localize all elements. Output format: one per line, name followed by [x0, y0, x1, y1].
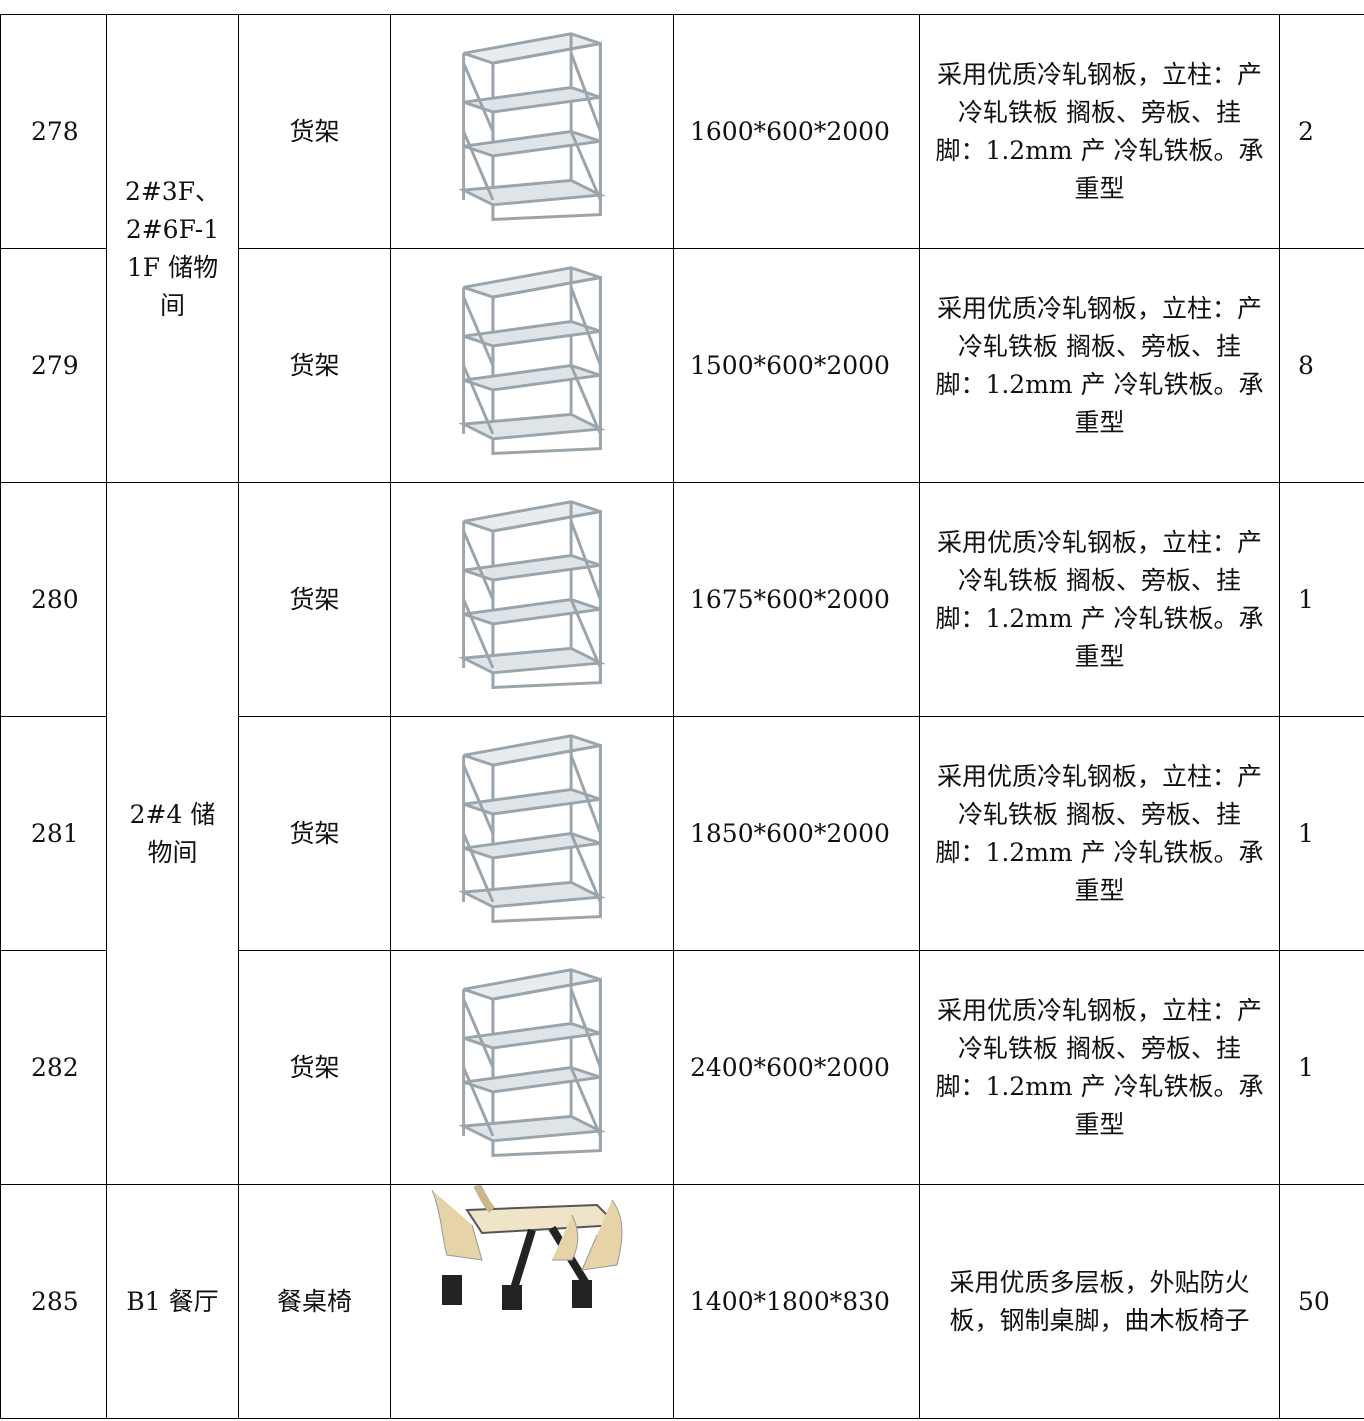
product-picture: [412, 1185, 652, 1315]
item-number: 282: [0, 950, 107, 1185]
item-quantity: 1: [1279, 950, 1364, 1185]
item-description: 采用优质冷轧钢板，立柱：产冷轧铁板 搁板、旁板、挂脚：1.2mm 产 冷轧铁板。…: [919, 482, 1280, 717]
item-name: 货架: [238, 716, 391, 951]
item-quantity: 2: [1279, 14, 1364, 249]
item-number: 280: [0, 482, 107, 717]
item-quantity: 1: [1279, 482, 1364, 717]
picture-shape: [432, 1185, 622, 1310]
item-quantity: 8: [1279, 248, 1364, 483]
item-description: 采用优质多层板，外贴防火板，钢制桌脚，曲木板椅子: [919, 1184, 1280, 1419]
item-quantity: 1: [1279, 716, 1364, 951]
item-image: [390, 716, 674, 951]
item-image: [390, 950, 674, 1185]
picture-shape: [462, 734, 602, 923]
product-picture: [462, 500, 602, 689]
location: 2#4 储物间: [106, 482, 239, 1185]
item-name: 餐桌椅: [238, 1184, 391, 1419]
product-picture: [462, 734, 602, 923]
item-quantity: 50: [1279, 1184, 1364, 1419]
table-row: 285 B1 餐厅 餐桌椅 1400*1800*830 采用优质多层板，外贴防火板，钢制…: [0, 1184, 1364, 1419]
table-row: 281 货架 1850*600*2000 采用优质冷轧钢板，立柱：产冷轧铁板 搁板、旁…: [0, 716, 1364, 951]
item-size: 1675*600*2000: [673, 482, 920, 717]
item-size: 1600*600*2000: [673, 14, 920, 249]
item-description: 采用优质冷轧钢板，立柱：产冷轧铁板 搁板、旁板、挂脚：1.2mm 产 冷轧铁板。…: [919, 248, 1280, 483]
item-image: [390, 482, 674, 717]
item-size: 1500*600*2000: [673, 248, 920, 483]
table-row: 278 2#3F、2#6F-11F 储物间 货架 1600*600*2000 采用优质冷…: [0, 14, 1364, 483]
table-body: 278 2#3F、2#6F-11F 储物间 货架 1600*600*2000 采用优质冷…: [0, 14, 1364, 1419]
table-row: 282 货架 2400*600*2000 采用优质冷轧钢板，立柱：产冷轧铁板 搁板、旁…: [0, 950, 1364, 1185]
picture-shape: [462, 266, 602, 455]
picture-shape: [462, 500, 602, 689]
item-name: 货架: [238, 482, 391, 717]
item-description: 采用优质冷轧钢板，立柱：产冷轧铁板 搁板、旁板、挂脚：1.2mm 产 冷轧铁板。…: [919, 14, 1280, 249]
table-row: 280 2#4 储物间 货架 1675*600*2000 采用优质冷轧钢板，立柱：产冷轧…: [0, 482, 1364, 1185]
item-name: 货架: [238, 14, 391, 249]
product-picture: [462, 968, 602, 1157]
picture-shape: [462, 32, 602, 221]
location: B1 餐厅: [106, 1184, 239, 1419]
location: 2#3F、2#6F-11F 储物间: [106, 14, 239, 483]
picture-shape: [462, 968, 602, 1157]
product-picture: [462, 32, 602, 221]
item-image: [390, 248, 674, 483]
item-description: 采用优质冷轧钢板，立柱：产冷轧铁板 搁板、旁板、挂脚：1.2mm 产 冷轧铁板。…: [919, 950, 1280, 1185]
item-name: 货架: [238, 248, 391, 483]
item-size: 2400*600*2000: [673, 950, 920, 1185]
table-row: 279 货架 1500*600*2000 采用优质冷轧钢板，立柱：产冷轧铁板 搁板、旁…: [0, 248, 1364, 483]
item-description: 采用优质冷轧钢板，立柱：产冷轧铁板 搁板、旁板、挂脚：1.2mm 产 冷轧铁板。…: [919, 716, 1280, 951]
item-image: [390, 1184, 674, 1419]
item-number: 278: [0, 14, 107, 249]
item-name: 货架: [238, 950, 391, 1185]
item-size: 1850*600*2000: [673, 716, 920, 951]
item-number: 279: [0, 248, 107, 483]
furniture-table: 278 2#3F、2#6F-11F 储物间 货架 1600*600*2000 采用优质冷…: [0, 14, 1364, 1419]
item-image: [390, 14, 674, 249]
item-size: 1400*1800*830: [673, 1184, 920, 1419]
item-number: 285: [0, 1184, 107, 1419]
product-picture: [462, 266, 602, 455]
item-number: 281: [0, 716, 107, 951]
